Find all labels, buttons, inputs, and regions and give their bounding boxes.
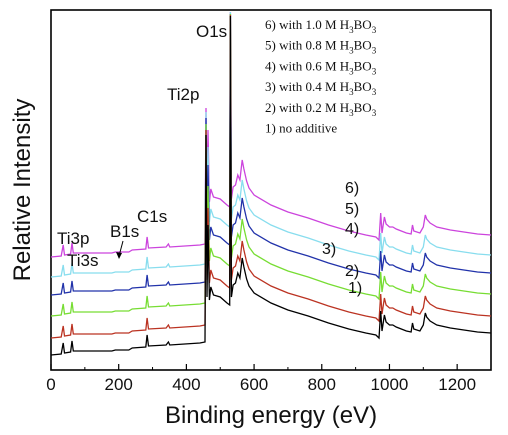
peak-labels: Ti3p Ti3s B1s C1s Ti2p O1s — [57, 22, 227, 270]
peak-label-ti2p: Ti2p — [167, 85, 199, 104]
series-line-4 — [50, 13, 492, 296]
peak-label-o1s: O1s — [196, 22, 227, 41]
peak-label-ti3p: Ti3p — [57, 229, 89, 248]
x-axis-title: Binding energy (eV) — [165, 402, 377, 429]
series-line-3 — [50, 13, 492, 317]
axis-titles: Binding energy (eV) Relative Intensity — [9, 99, 377, 429]
x-tick-label: 1000 — [371, 375, 409, 394]
legend-entry-3: 3) with 0.4 M H3BO3 — [265, 79, 377, 97]
series-line-5 — [50, 11, 492, 278]
b1s-arrow-head — [116, 252, 122, 259]
series-label-6: 6) — [345, 180, 359, 197]
legend-entry-2: 2) with 0.2 M H3BO3 — [265, 100, 377, 118]
peak-label-c1s: C1s — [137, 207, 167, 226]
series-group: 6) 5) 4) 3) 2)1) — [50, 11, 492, 356]
x-tick-label: 800 — [308, 375, 336, 394]
x-tick-label: 1200 — [438, 375, 476, 394]
legend-entry-4: 4) with 0.6 M H3BO3 — [265, 58, 377, 76]
x-tick-label: 200 — [105, 375, 133, 394]
series-label-2: 2) — [345, 263, 359, 280]
series-line-2 — [50, 14, 492, 339]
series-label-5: 5) — [345, 201, 359, 218]
y-axis-title: Relative Intensity — [9, 99, 36, 282]
series-label-3: 3) — [322, 241, 336, 258]
legend: 6) with 1.0 M H3BO3 5) with 0.8 M H3BO3 4)… — [265, 17, 377, 136]
legend-entry-5: 5) with 0.8 M H3BO3 — [265, 38, 377, 56]
x-tick-label: 400 — [172, 375, 200, 394]
legend-entry-6: 6) with 1.0 M H3BO3 — [265, 17, 377, 35]
x-tick-label: 0 — [46, 375, 55, 394]
peak-label-ti3s: Ti3s — [67, 251, 99, 270]
axis-ticks: 0 200 400 600 800 1000 1200 — [46, 364, 476, 394]
x-tick-label: 600 — [240, 375, 268, 394]
plot-frame — [50, 9, 492, 371]
peak-label-b1s: B1s — [110, 222, 139, 241]
series-label-4: 4) — [345, 221, 359, 238]
series-line-1 — [50, 15, 492, 356]
series-line-6 — [50, 11, 492, 258]
legend-entry-1: 1) no additive — [265, 121, 337, 136]
series-label-1: 1) — [348, 280, 362, 297]
